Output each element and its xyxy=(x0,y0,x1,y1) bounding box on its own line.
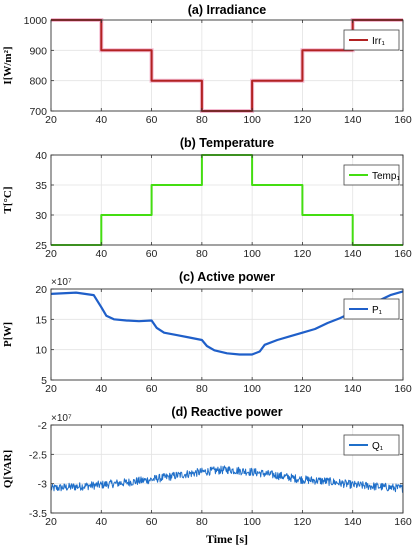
x-tick-label: 160 xyxy=(394,248,412,260)
y-tick-label: 30 xyxy=(35,210,47,222)
y-exponent-label: ×10⁷ xyxy=(51,413,72,424)
chart-panel-1: (a) Irradiance 20 40 60 80 100 120 140 160 700 800… xyxy=(2,3,412,126)
x-tick-label: 120 xyxy=(294,114,312,126)
x-tick-label: 140 xyxy=(344,383,362,395)
legend: Temp₁ xyxy=(343,164,400,186)
y-axis-label: P[W] xyxy=(2,322,14,347)
legend-box xyxy=(343,298,400,320)
y-tick-label: 25 xyxy=(35,240,47,252)
x-axis-label: Time [s] xyxy=(206,532,248,546)
legend-label: Temp₁ xyxy=(372,171,400,182)
legend-box xyxy=(343,29,400,51)
legend-label: Q₁ xyxy=(372,441,384,452)
x-tick-label: 140 xyxy=(344,248,362,260)
y-tick-label: -2.5 xyxy=(29,449,47,461)
x-tick-label: 40 xyxy=(95,114,107,126)
x-tick-label: 20 xyxy=(45,516,57,528)
x-tick-label: 80 xyxy=(196,516,208,528)
x-tick-label: 60 xyxy=(146,516,158,528)
x-tick-label: 20 xyxy=(45,248,57,260)
chart-title: (d) Reactive power xyxy=(171,405,282,419)
x-tick-label: 80 xyxy=(196,114,208,126)
x-tick-label: 100 xyxy=(243,248,261,260)
x-tick-label: 160 xyxy=(394,114,412,126)
legend: P₁ xyxy=(343,298,400,320)
x-tick-label: 80 xyxy=(196,383,208,395)
y-tick-label: -2 xyxy=(38,420,47,432)
y-exponent-label: ×10⁷ xyxy=(51,277,72,288)
y-tick-label: 10 xyxy=(35,345,47,357)
series-line-1 xyxy=(50,290,404,356)
x-tick-label: 40 xyxy=(95,516,107,528)
legend-box xyxy=(343,434,400,456)
chart-panel-3: (c) Active power 20 40 60 80 100 120 140 160 5 10 1… xyxy=(2,270,412,395)
legend-label: P₁ xyxy=(372,305,383,316)
x-tick-label: 40 xyxy=(95,383,107,395)
x-tick-label: 120 xyxy=(294,383,312,395)
x-tick-label: 160 xyxy=(394,516,412,528)
x-tick-label: 60 xyxy=(146,383,158,395)
axes-frame xyxy=(50,424,404,514)
x-tick-label: 140 xyxy=(344,516,362,528)
y-tick-label: 900 xyxy=(29,45,47,57)
x-tick-label: 60 xyxy=(146,248,158,260)
axes-frame xyxy=(50,19,404,112)
y-tick-label: 40 xyxy=(35,150,47,162)
x-tick-label: 100 xyxy=(243,516,261,528)
chart-title: (b) Temperature xyxy=(180,136,274,150)
axes-frame xyxy=(50,288,404,381)
legend-label: Irr₁ xyxy=(372,36,385,47)
x-tick-label: 100 xyxy=(243,114,261,126)
legend: Irr₁ xyxy=(343,29,400,51)
y-tick-label: 15 xyxy=(35,314,47,326)
chart-title: (c) Active power xyxy=(179,270,275,284)
y-tick-label: 5 xyxy=(41,375,47,387)
axes-frame xyxy=(50,154,404,246)
x-tick-label: 60 xyxy=(146,114,158,126)
x-tick-label: 100 xyxy=(243,383,261,395)
chart-title: (a) Irradiance xyxy=(188,3,267,17)
x-tick-label: 80 xyxy=(196,248,208,260)
y-axis-label: T[°C] xyxy=(2,186,14,213)
y-tick-label: 700 xyxy=(29,106,47,118)
y-tick-label: 20 xyxy=(35,284,47,296)
x-tick-label: 140 xyxy=(344,114,362,126)
series-line-1 xyxy=(50,465,404,493)
y-tick-label: -3.5 xyxy=(29,508,47,520)
x-tick-label: 160 xyxy=(394,383,412,395)
x-tick-label: 20 xyxy=(45,383,57,395)
y-axis-label: I[W/m²] xyxy=(2,46,14,84)
x-tick-label: 40 xyxy=(95,248,107,260)
chart-panel-4: (d) Reactive power 20 40 60 80 100 120 140 160 -3… xyxy=(2,405,412,546)
y-tick-label: -3 xyxy=(38,479,47,491)
y-tick-label: 800 xyxy=(29,76,47,88)
legend: Q₁ xyxy=(343,434,400,456)
x-tick-label: 20 xyxy=(45,114,57,126)
y-tick-label: 1000 xyxy=(24,15,48,27)
chart-panel-2: (b) Temperature 20 40 60 80 100 120 140 160 25 30 3… xyxy=(2,136,412,260)
y-tick-label: 35 xyxy=(35,180,47,192)
x-tick-label: 120 xyxy=(294,516,312,528)
legend-box xyxy=(343,164,400,186)
y-axis-label: Q[VAR] xyxy=(2,450,14,488)
x-tick-label: 120 xyxy=(294,248,312,260)
